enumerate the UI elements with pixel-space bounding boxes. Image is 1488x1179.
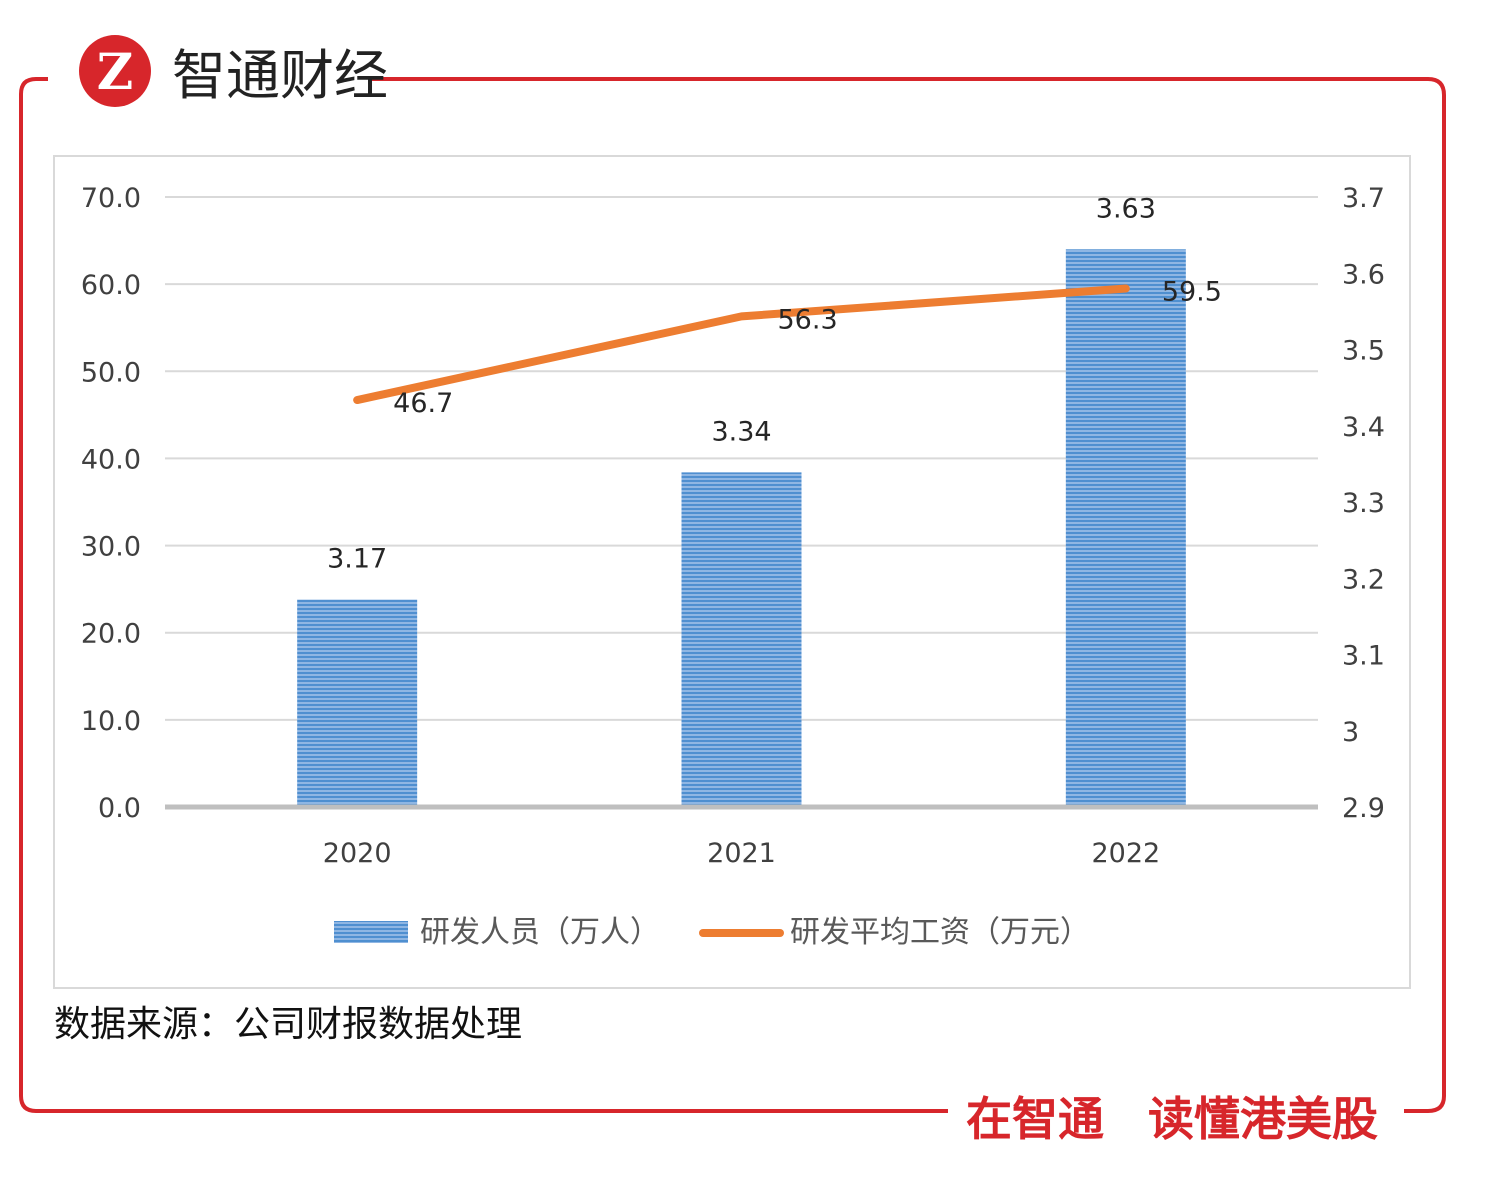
line-point: [356, 399, 359, 402]
right-tick-label: 3.5: [1342, 336, 1385, 367]
slogan: 在智通 读懂港美股: [966, 1092, 1378, 1146]
red-border: [19, 77, 1446, 1113]
category-label: 2020: [323, 838, 392, 869]
legend: 研发人员（万人） 研发平均工资（万元）: [334, 915, 1090, 950]
brand-name: 智通财经: [172, 44, 388, 107]
category-label: 2021: [707, 838, 776, 869]
left-axis-ticks: 0.0 10.0 20.0 30.0 40.0 50.0 60.0 70.0: [81, 183, 141, 824]
right-tick-label: 2.9: [1342, 793, 1385, 824]
logo-glyph: Z: [97, 42, 134, 101]
bar-series: [297, 249, 1186, 808]
slogan-part2: 读懂港美股: [1148, 1092, 1378, 1146]
legend-bar-swatch: [334, 921, 408, 943]
line-data-label: 56.3: [778, 304, 838, 335]
bar-2022: [1065, 249, 1186, 808]
brand-logo: Z 智通财经: [79, 35, 388, 107]
bar-2021: [681, 472, 802, 807]
bar-data-label: 3.63: [1096, 193, 1156, 224]
left-tick-label: 60.0: [81, 270, 141, 301]
line-point: [740, 315, 743, 318]
left-tick-label: 30.0: [81, 532, 141, 563]
category-labels: 2020 2021 2022: [323, 838, 1160, 869]
right-tick-label: 3.3: [1342, 488, 1385, 519]
logo-circle-icon: [79, 35, 151, 107]
left-tick-label: 20.0: [81, 619, 141, 650]
right-tick-label: 3: [1342, 717, 1359, 748]
right-tick-label: 3.2: [1342, 564, 1385, 595]
line-data-label: 46.7: [393, 388, 453, 419]
bar-data-label: 3.34: [711, 416, 771, 447]
left-tick-label: 40.0: [81, 444, 141, 475]
right-tick-label: 3.6: [1342, 259, 1385, 290]
line-point: [1124, 287, 1127, 290]
data-labels: 3.17 3.34 3.63 46.7 56.3 59.5: [327, 193, 1222, 574]
category-label: 2022: [1091, 838, 1160, 869]
left-tick-label: 50.0: [81, 357, 141, 388]
legend-bar-label: 研发人员（万人）: [420, 915, 660, 950]
line-series: [353, 284, 1130, 405]
right-tick-label: 3.1: [1342, 641, 1385, 672]
bar-2020: [297, 599, 418, 807]
left-tick-label: 10.0: [81, 706, 141, 737]
line-data-label: 59.5: [1162, 277, 1222, 308]
source-note: 数据来源：公司财报数据处理: [54, 1004, 522, 1045]
bar-data-label: 3.17: [327, 544, 387, 575]
right-axis-ticks: 2.9 3 3.1 3.2 3.3 3.4 3.5 3.6 3.7: [1342, 183, 1385, 824]
left-tick-label: 0.0: [98, 793, 141, 824]
right-tick-label: 3.7: [1342, 183, 1385, 214]
slogan-part1: 在智通: [966, 1092, 1104, 1146]
right-tick-label: 3.4: [1342, 412, 1385, 443]
left-tick-label: 70.0: [81, 183, 141, 214]
legend-line-label: 研发平均工资（万元）: [790, 915, 1090, 950]
